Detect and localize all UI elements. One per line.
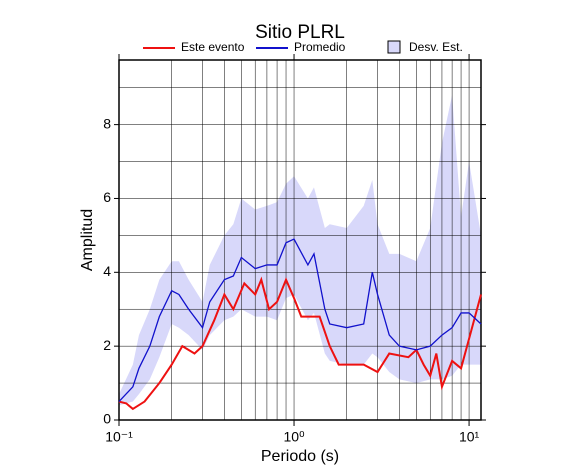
chart-title: Sitio PLRL	[255, 22, 345, 43]
y-tick-label: 4	[103, 263, 111, 279]
legend-swatch	[387, 40, 401, 54]
y-tick-label: 2	[103, 337, 111, 353]
x-tick-label: 10¹	[459, 429, 480, 445]
plot-frame	[118, 59, 482, 421]
y-axis-label: Amplitud	[79, 209, 96, 271]
legend-label: Promedio	[294, 40, 346, 54]
legend-label: Desv. Est.	[409, 40, 463, 54]
y-tick-label: 8	[103, 115, 111, 131]
series-line	[118, 276, 482, 411]
series-line	[118, 238, 482, 402]
x-axis-label: Periodo (s)	[261, 448, 339, 465]
legend-label: Este evento	[181, 40, 245, 54]
x-tick-label: 10⁻¹	[105, 429, 133, 445]
y-tick-label: 6	[103, 189, 111, 205]
x-tick-label: 10⁰	[283, 429, 305, 445]
y-tick-label: 0	[103, 411, 111, 427]
